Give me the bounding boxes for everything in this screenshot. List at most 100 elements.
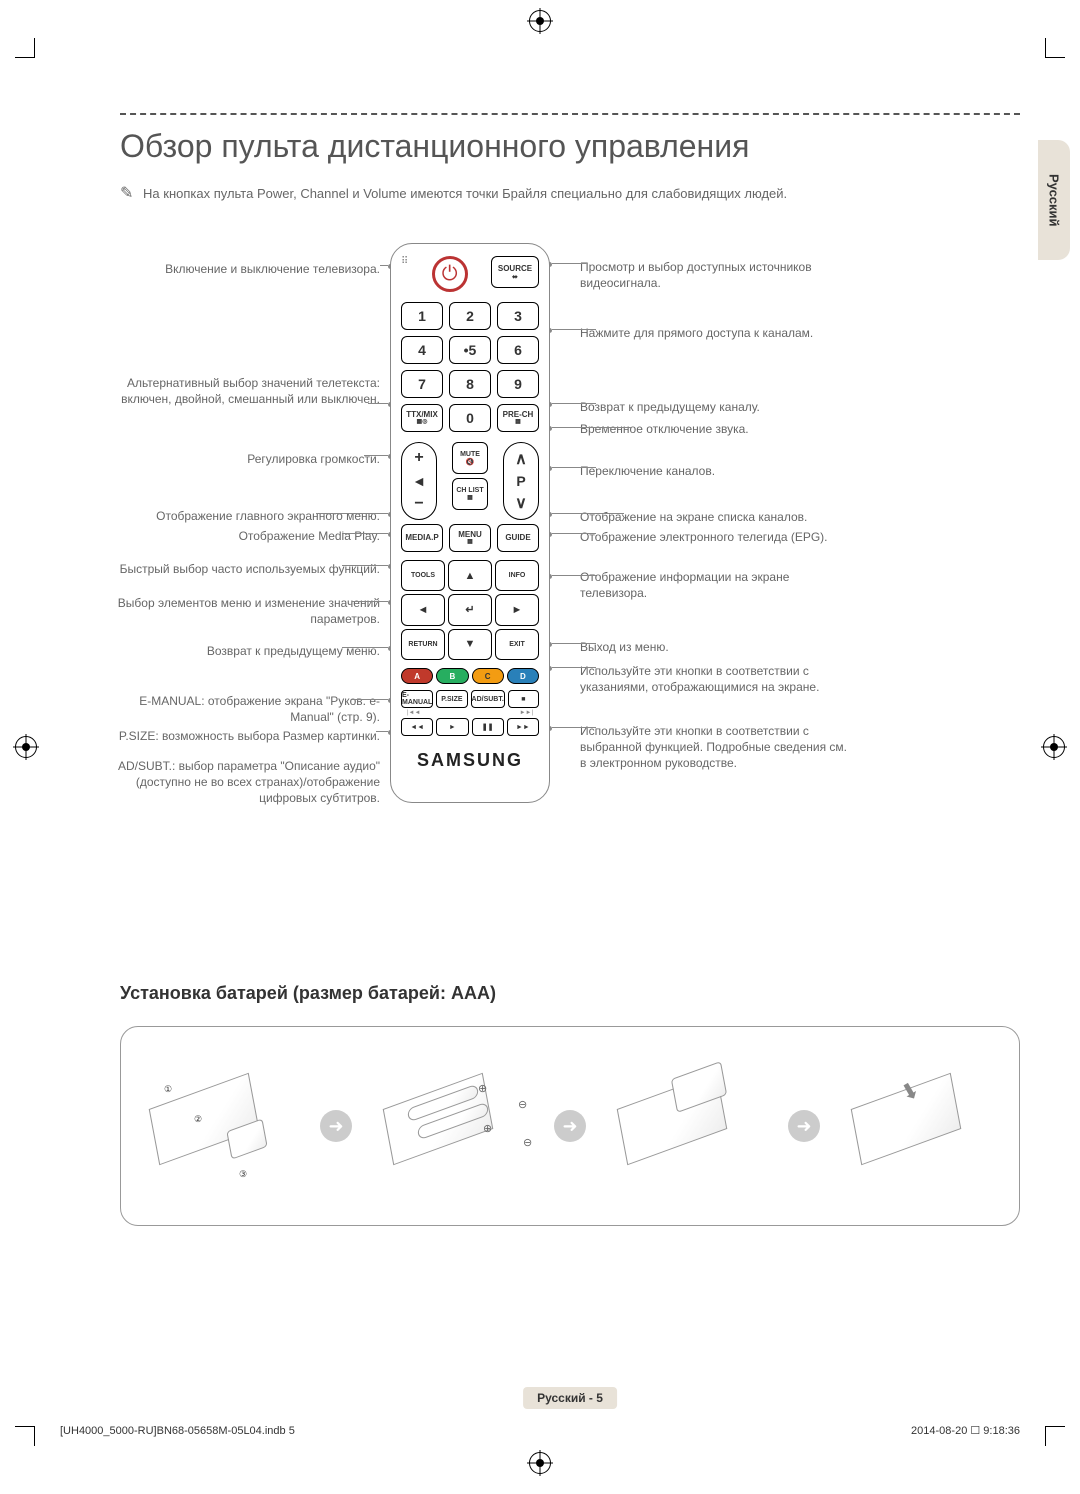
nav-left: ◄ [401, 594, 445, 625]
leader-line [380, 265, 388, 266]
color-a: A [401, 668, 433, 684]
mediap-button: MEDIA.P [401, 524, 443, 552]
callout-right: Отображение электронного телегида (EPG). [580, 529, 850, 545]
leader-line [552, 533, 596, 534]
crop-mark [15, 38, 35, 58]
crop-mark [15, 1426, 35, 1446]
file-info-left: [UH4000_5000-RU]BN68-05658M-05L04.indb 5 [60, 1425, 295, 1437]
leader-line [552, 643, 596, 644]
num-7: 7 [401, 370, 443, 398]
leader-line [316, 513, 388, 514]
callout-right: Выход из меню. [580, 639, 850, 655]
leader-line [364, 455, 388, 456]
callout-right: Отображение информации на экране телевиз… [580, 569, 850, 601]
callout-left: Быстрый выбор часто используемых функций… [115, 561, 380, 577]
callout-left: E-MANUAL: отображение экрана "Руков. e-M… [115, 693, 380, 725]
leader-line [552, 513, 624, 514]
leader-line [342, 565, 388, 566]
battery-section-title: Установка батарей (размер батарей: AAA) [120, 983, 1020, 1004]
leader-line [368, 403, 388, 404]
power-button: ⏻ [432, 256, 468, 292]
callout-right: Просмотр и выбор доступных источников ви… [580, 259, 850, 291]
nav-right: ► [495, 594, 539, 625]
play-button: ► [436, 718, 468, 736]
leader-line [342, 647, 388, 648]
callout-left: Отображение главного экранного меню. [115, 508, 380, 524]
num-4: 4 [401, 336, 443, 364]
remote-outline: ⠿ ⏻ SOURCE ⬌ 1 2 3 4 • 5 6 7 8 9 TTX/MIX… [390, 243, 550, 803]
language-label: Русский [1047, 174, 1062, 227]
chlist-button: CH LIST▦ [452, 478, 488, 510]
leader-line [552, 575, 596, 576]
arrow-icon: ➜ [788, 1110, 820, 1142]
battery-step-1: ① ② ③ [144, 1054, 294, 1199]
leader-line [352, 699, 388, 700]
tools-button: TOOLS [401, 560, 445, 591]
color-c: C [472, 668, 504, 684]
crop-mark [1045, 38, 1065, 58]
callout-right: Отображение на экране списка каналов. [580, 509, 850, 525]
stop-button: ■ [508, 690, 539, 708]
leader-line [552, 727, 596, 728]
callout-right: Переключение каналов. [580, 463, 850, 479]
rew-button: ◄◄ [401, 718, 433, 736]
callout-right: Возврат к предыдущему каналу. [580, 399, 850, 415]
braille-note: ✎ На кнопках пульта Power, Channel и Vol… [120, 183, 1020, 203]
guide-button: GUIDE [497, 524, 539, 552]
callout-left: P.SIZE: возможность выбора Размер картин… [115, 728, 380, 744]
leader-line [552, 427, 632, 428]
num-8: 8 [449, 370, 491, 398]
num-6: 6 [497, 336, 539, 364]
exit-button: EXIT [495, 629, 539, 660]
menu-button: MENU▦ [449, 524, 491, 552]
leader-line [352, 601, 388, 602]
nav-up: ▲ [448, 560, 492, 591]
callout-left: Возврат к предыдущему меню. [115, 643, 380, 659]
registration-mark [529, 1452, 551, 1474]
battery-step-3 [612, 1054, 762, 1199]
num-2: 2 [449, 302, 491, 330]
callout-left: AD/SUBT.: выбор параметра "Описание ауди… [115, 758, 380, 807]
adsubt-button: AD/SUBT. [471, 690, 505, 708]
crop-mark [1045, 1426, 1065, 1446]
prech-button: PRE-CH▦ [497, 404, 539, 432]
leader-line [552, 667, 596, 668]
arrow-icon: ➜ [320, 1110, 352, 1142]
callout-right: Временное отключение звука. [580, 421, 850, 437]
psize-button: P.SIZE [436, 690, 467, 708]
pause-button: ❚❚ [472, 718, 504, 736]
file-info-right: 2014-08-20 ☐ 9:18:36 [911, 1424, 1020, 1437]
registration-mark [1043, 736, 1065, 758]
battery-step-4: ⬇ [846, 1054, 996, 1199]
color-b: B [436, 668, 468, 684]
source-button: SOURCE ⬌ [491, 256, 539, 288]
callout-left: Выбор элементов меню и изменение значени… [115, 595, 380, 627]
callout-right: Используйте эти кнопки в соответствии с … [580, 723, 850, 772]
leader-line [552, 467, 596, 468]
volume-rocker: + ◄ − [401, 442, 437, 520]
note-text: На кнопках пульта Power, Channel и Volum… [143, 186, 787, 201]
info-button: INFO [495, 560, 539, 591]
num-3: 3 [497, 302, 539, 330]
remote-diagram: Включение и выключение телевизора.Альтер… [120, 243, 1020, 893]
leader-line [552, 263, 586, 264]
divider [120, 113, 1020, 115]
callout-left: Отображение Media Play. [115, 528, 380, 544]
battery-step-2: ⊕ ⊖ ⊕ ⊖ [378, 1054, 528, 1199]
page-title: Обзор пульта дистанционного управления [120, 128, 1020, 165]
channel-rocker: ∧ P ∨ [503, 442, 539, 520]
brand-label: SAMSUNG [391, 750, 549, 771]
callout-right: Используйте эти кнопки в соответствии с … [580, 663, 850, 695]
mute-button: MUTE🔇 [452, 442, 488, 474]
page-content: Русский Обзор пульта дистанционного упра… [120, 55, 1020, 1419]
color-d: D [507, 668, 539, 684]
registration-mark [15, 736, 37, 758]
leader-line [552, 403, 596, 404]
emanual-button: E-MANUAL [401, 690, 433, 708]
battery-diagram: ① ② ③ ➜ ⊕ ⊖ ⊕ ⊖ ➜ ➜ ⬇ [120, 1026, 1020, 1226]
note-icon: ✎ [120, 185, 133, 202]
color-buttons: A B C D [391, 664, 549, 688]
callout-right: Нажмите для прямого доступа к каналам. [580, 325, 850, 341]
nav-dpad: TOOLS ▲ INFO ◄ ↵ ► RETURN ▼ EXIT [401, 560, 539, 660]
leader-line [342, 533, 388, 534]
